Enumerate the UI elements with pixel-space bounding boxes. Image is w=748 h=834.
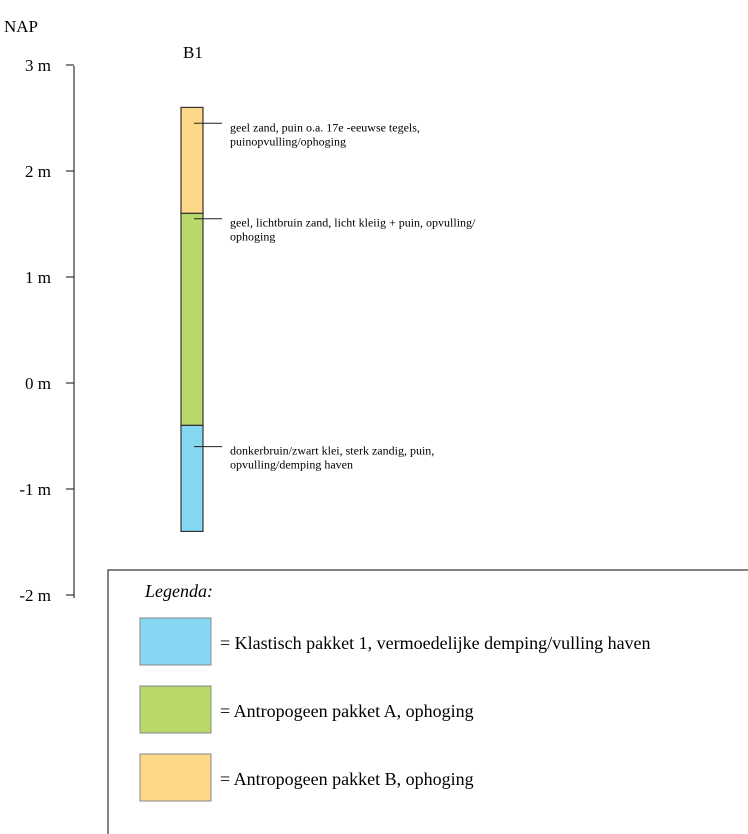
axis-title: NAP [4,17,38,36]
tick-label: 1 m [25,268,51,287]
tick-label: -2 m [19,586,51,605]
legend-swatch-pakket-a [139,685,212,734]
annotation-line: ophoging [230,230,275,244]
annotation-text: geel, lichtbruin zand, licht kleiig + pu… [230,216,476,244]
legend-swatch-pakket-b [139,753,212,802]
core-layer-pakket-a [180,212,204,426]
depth-ticks: 3 m 2 m 1 m 0 m -1 m -2 m [19,56,74,605]
tick-label: 3 m [25,56,51,75]
annotation-text: geel zand, puin o.a. 17e -eeuwse tegels,… [230,120,420,148]
annotation-line: geel zand, puin o.a. 17e -eeuwse tegels, [230,120,420,134]
legend-text-klastisch-1: = Klastisch pakket 1, vermoedelijke demp… [220,633,651,653]
tick-label: 0 m [25,374,51,393]
tick-label: 2 m [25,162,51,181]
legend-frame [107,569,748,834]
core-column [180,106,204,532]
legend-text-pakket-b: = Antropogeen pakket B, ophoging [220,769,474,789]
legend-title: Legenda: [144,581,213,601]
annotation-line: geel, lichtbruin zand, licht kleiig + pu… [230,216,476,230]
core-layer-klastisch-1 [180,424,204,532]
tick-label: -1 m [19,480,51,499]
annotation-line: opvulling/demping haven [230,458,353,472]
legend: Legenda: = Klastisch pakket 1, vermoedel… [107,569,748,834]
legend-swatch-klastisch-1 [139,617,212,666]
annotation-text: donkerbruin/zwart klei, sterk zandig, pu… [230,444,434,472]
annotation-line: donkerbruin/zwart klei, sterk zandig, pu… [230,444,434,458]
layer-annotations: geel zand, puin o.a. 17e -eeuwse tegels,… [194,120,476,472]
legend-text-pakket-a: = Antropogeen pakket A, ophoging [220,701,474,721]
core-label: B1 [183,43,203,62]
annotation-line: puinopvulling/ophoging [230,134,346,148]
